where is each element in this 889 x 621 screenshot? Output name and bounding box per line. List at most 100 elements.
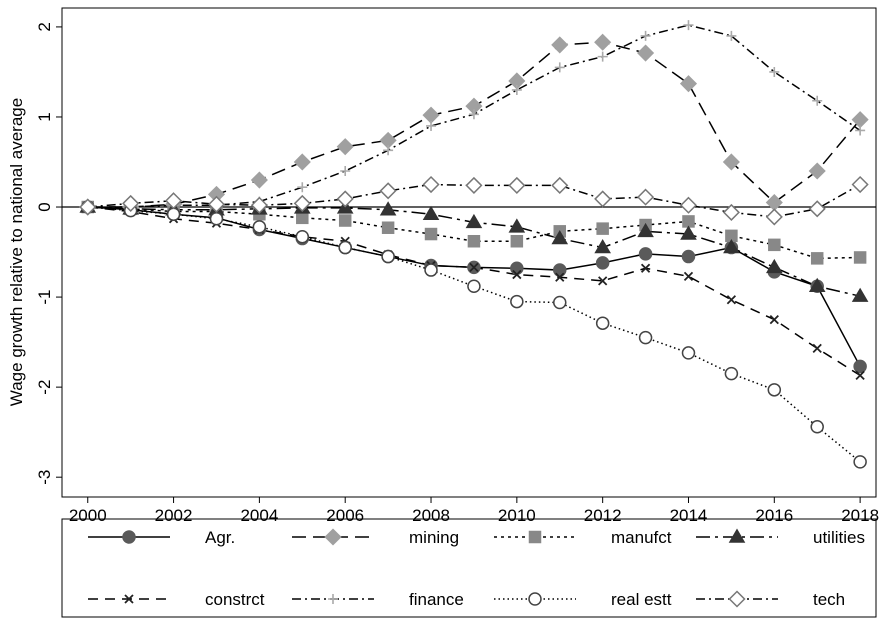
marker bbox=[79, 198, 97, 216]
marker bbox=[769, 314, 779, 325]
x-tick-label: 2000 bbox=[69, 506, 107, 525]
x-tick-label: 2002 bbox=[155, 506, 193, 525]
marker bbox=[328, 594, 338, 604]
marker bbox=[381, 249, 395, 264]
marker bbox=[510, 234, 524, 248]
legend-label: finance bbox=[409, 590, 464, 609]
marker bbox=[767, 383, 782, 397]
marker bbox=[683, 271, 694, 282]
x-tick-label: 2010 bbox=[498, 506, 536, 525]
marker bbox=[122, 530, 136, 544]
marker bbox=[598, 276, 608, 286]
marker bbox=[555, 272, 565, 282]
marker bbox=[680, 225, 697, 240]
marker bbox=[250, 196, 268, 214]
marker bbox=[722, 153, 740, 171]
marker bbox=[252, 220, 267, 234]
marker bbox=[768, 238, 781, 252]
x-tick-label: 2014 bbox=[670, 506, 708, 525]
marker bbox=[855, 370, 865, 381]
y-tick-label: -2 bbox=[35, 380, 54, 395]
marker bbox=[381, 221, 395, 234]
marker bbox=[469, 262, 479, 272]
marker bbox=[508, 176, 526, 194]
marker bbox=[293, 194, 311, 212]
marker bbox=[595, 316, 610, 330]
marker bbox=[209, 211, 224, 226]
marker bbox=[166, 207, 181, 221]
marker bbox=[296, 211, 309, 225]
marker bbox=[640, 30, 651, 41]
marker bbox=[324, 528, 342, 546]
marker bbox=[465, 176, 483, 194]
marker bbox=[551, 36, 569, 54]
x-tick-label: 2008 bbox=[412, 506, 450, 525]
marker bbox=[765, 258, 783, 274]
x-tick-label: 2004 bbox=[240, 506, 278, 525]
marker bbox=[637, 44, 655, 62]
marker bbox=[554, 62, 565, 73]
y-tick-label: -3 bbox=[35, 470, 54, 485]
plot-frame bbox=[61, 7, 877, 498]
marker bbox=[467, 234, 481, 248]
marker bbox=[510, 294, 524, 309]
y-tick-label: 1 bbox=[35, 112, 54, 121]
marker bbox=[683, 20, 694, 31]
marker bbox=[853, 251, 867, 264]
marker bbox=[726, 30, 737, 41]
marker bbox=[637, 188, 655, 206]
marker bbox=[467, 279, 481, 294]
legend-label: Agr. bbox=[205, 528, 235, 547]
marker bbox=[551, 176, 569, 194]
x-tick-label: 2012 bbox=[584, 506, 622, 525]
marker bbox=[812, 95, 823, 106]
marker bbox=[594, 239, 611, 254]
legend-label: manufct bbox=[611, 528, 672, 547]
marker bbox=[722, 203, 740, 221]
marker bbox=[338, 240, 352, 255]
marker bbox=[250, 171, 268, 189]
marker bbox=[638, 330, 653, 345]
legend-label: mining bbox=[409, 528, 459, 547]
x-tick-label: 2016 bbox=[755, 506, 793, 525]
marker bbox=[810, 420, 824, 434]
marker bbox=[165, 192, 183, 210]
marker bbox=[207, 195, 226, 213]
marker bbox=[512, 269, 522, 280]
marker bbox=[724, 366, 739, 381]
marker bbox=[595, 256, 610, 270]
marker bbox=[597, 51, 608, 62]
marker bbox=[379, 182, 397, 200]
marker bbox=[551, 230, 569, 245]
marker bbox=[465, 213, 483, 229]
marker bbox=[424, 227, 438, 241]
marker bbox=[424, 263, 438, 277]
marker bbox=[679, 75, 698, 93]
marker bbox=[426, 120, 437, 131]
marker bbox=[637, 222, 654, 238]
marker bbox=[122, 194, 140, 212]
marker bbox=[383, 145, 394, 156]
marker bbox=[640, 263, 651, 273]
marker bbox=[765, 208, 783, 226]
marker bbox=[769, 66, 780, 77]
marker bbox=[468, 109, 479, 120]
legend-label: utilities bbox=[813, 528, 865, 547]
marker bbox=[638, 247, 653, 261]
marker bbox=[297, 182, 308, 193]
marker bbox=[528, 592, 542, 606]
marker bbox=[681, 249, 696, 264]
marker bbox=[510, 261, 524, 276]
marker bbox=[726, 295, 737, 305]
legend-label: constrct bbox=[205, 590, 265, 609]
y-axis-title: Wage growth relative to national average bbox=[7, 98, 26, 406]
marker bbox=[596, 222, 609, 235]
marker bbox=[528, 530, 542, 544]
marker bbox=[808, 162, 826, 180]
marker bbox=[810, 252, 824, 265]
x-tick-label: 2006 bbox=[326, 506, 364, 525]
marker bbox=[336, 138, 354, 156]
marker bbox=[295, 229, 310, 244]
marker bbox=[682, 215, 695, 228]
